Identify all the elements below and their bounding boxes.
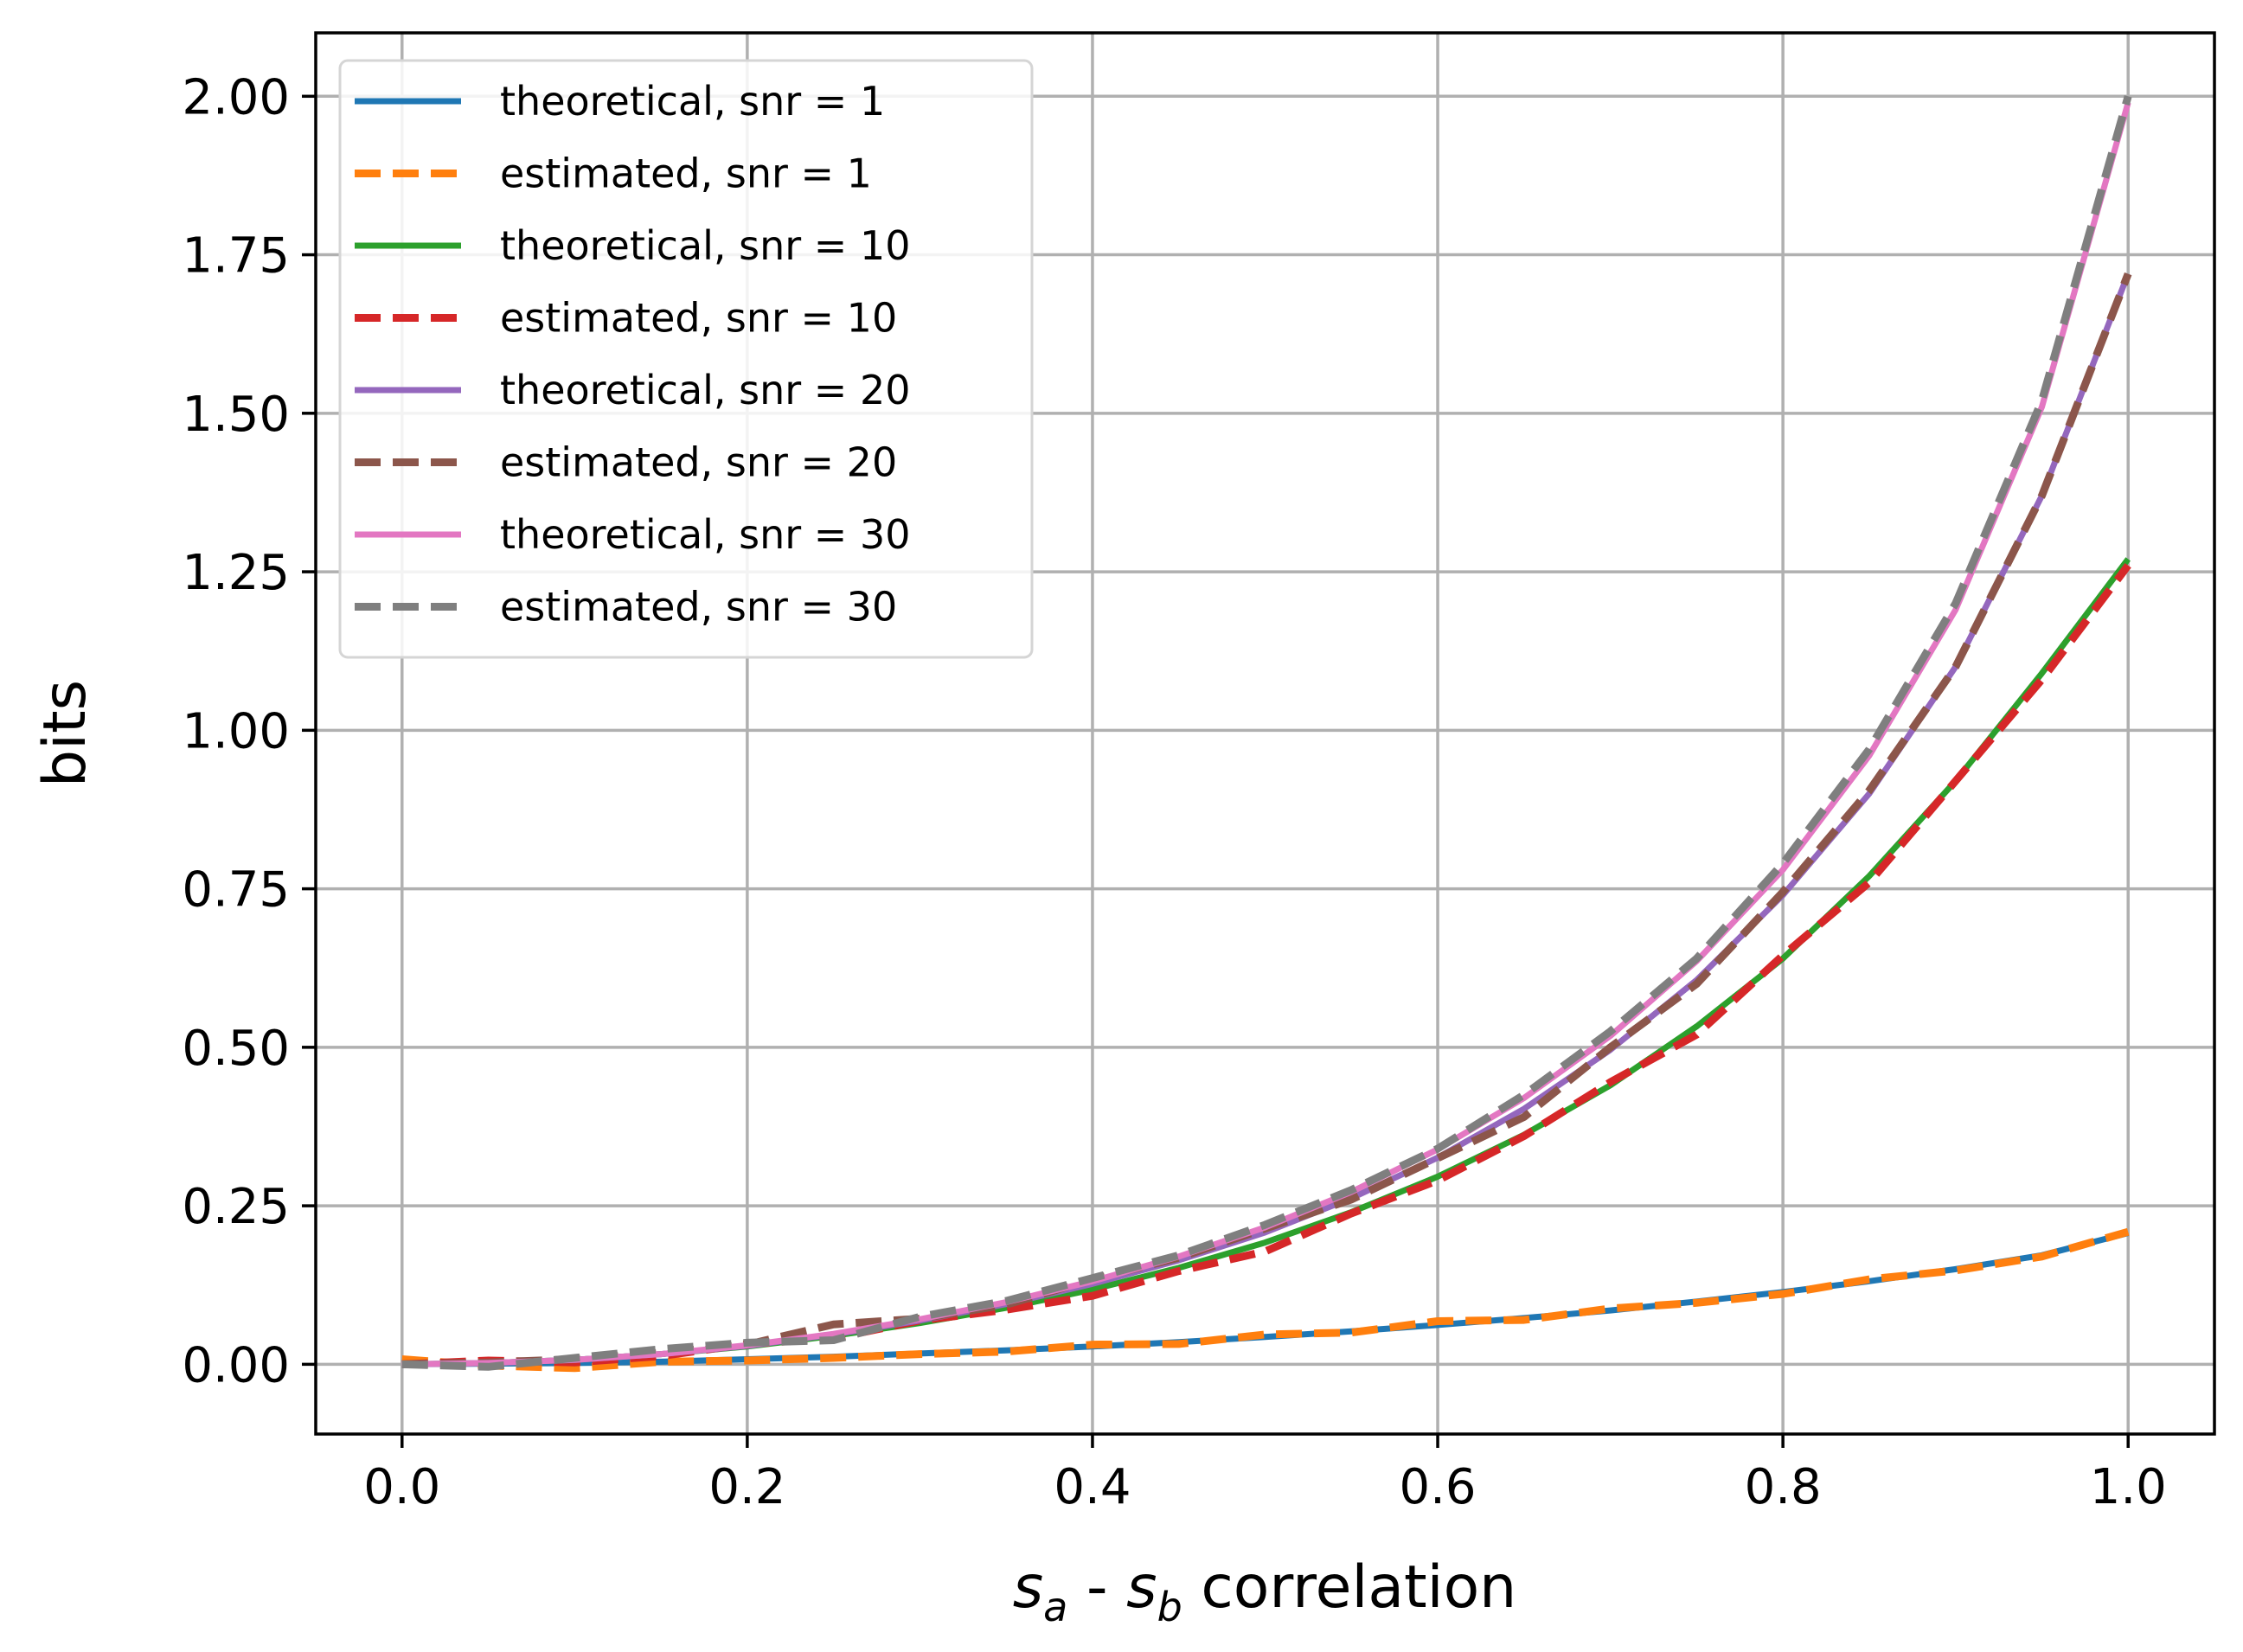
legend-label-2: estimated, snr = 1 (500, 150, 872, 197)
x-axis-label: sa - sb correlation (1013, 1553, 1517, 1630)
y-axis-label: bits (31, 680, 99, 787)
y-tick-label: 0.50 (182, 1021, 290, 1077)
x-label-var-a: s (1013, 1553, 1043, 1622)
legend-label-1: theoretical, snr = 1 (500, 78, 885, 125)
legend-label-5: theoretical, snr = 20 (500, 367, 911, 413)
legend-label-7: theoretical, snr = 30 (500, 511, 911, 558)
series-line-8 (401, 95, 2132, 1371)
x-tick-label: 0.6 (1400, 1459, 1477, 1515)
y-axis: 0.00 0.25 0.50 0.75 1.00 1.25 1.50 1.75 2.00 (182, 69, 316, 1393)
x-tick-label: 1.0 (2090, 1459, 2167, 1515)
x-label-sub-a: a (1043, 1584, 1067, 1630)
x-label-var-b: s (1126, 1553, 1157, 1622)
y-tick-label: 1.25 (182, 545, 290, 601)
x-label-sep: - (1067, 1553, 1126, 1622)
y-tick-label: 2.00 (182, 69, 290, 125)
legend: theoretical, snr = 1 estimated, snr = 1 th… (338, 59, 1034, 659)
series-line-2 (401, 1227, 2130, 1373)
legend-label-4: estimated, snr = 10 (500, 295, 897, 342)
series-layer (401, 95, 2132, 1373)
axes-frame (314, 31, 2216, 1436)
x-axis: 0.0 0.2 0.4 0.6 0.8 1.0 (363, 1434, 2167, 1515)
y-tick-label: 0.25 (182, 1179, 290, 1235)
y-tick-label: 0.00 (182, 1337, 290, 1393)
x-tick-label: 0.8 (1745, 1459, 1822, 1515)
x-tick-label: 0.2 (708, 1459, 785, 1515)
legend-box (338, 59, 1034, 659)
y-tick-label: 1.00 (182, 703, 290, 759)
x-label-sub-b: b (1157, 1584, 1182, 1630)
legend-label-3: theoretical, snr = 10 (500, 222, 911, 269)
legend-label-6: estimated, snr = 20 (500, 439, 897, 486)
legend-label-8: estimated, snr = 30 (500, 584, 897, 631)
x-label-rest: correlation (1182, 1553, 1516, 1622)
x-tick-label: 0.0 (363, 1459, 440, 1515)
y-tick-label: 1.50 (182, 387, 290, 443)
y-tick-label: 0.75 (182, 862, 290, 919)
y-tick-label: 1.75 (182, 228, 290, 285)
x-tick-label: 0.4 (1054, 1459, 1131, 1515)
